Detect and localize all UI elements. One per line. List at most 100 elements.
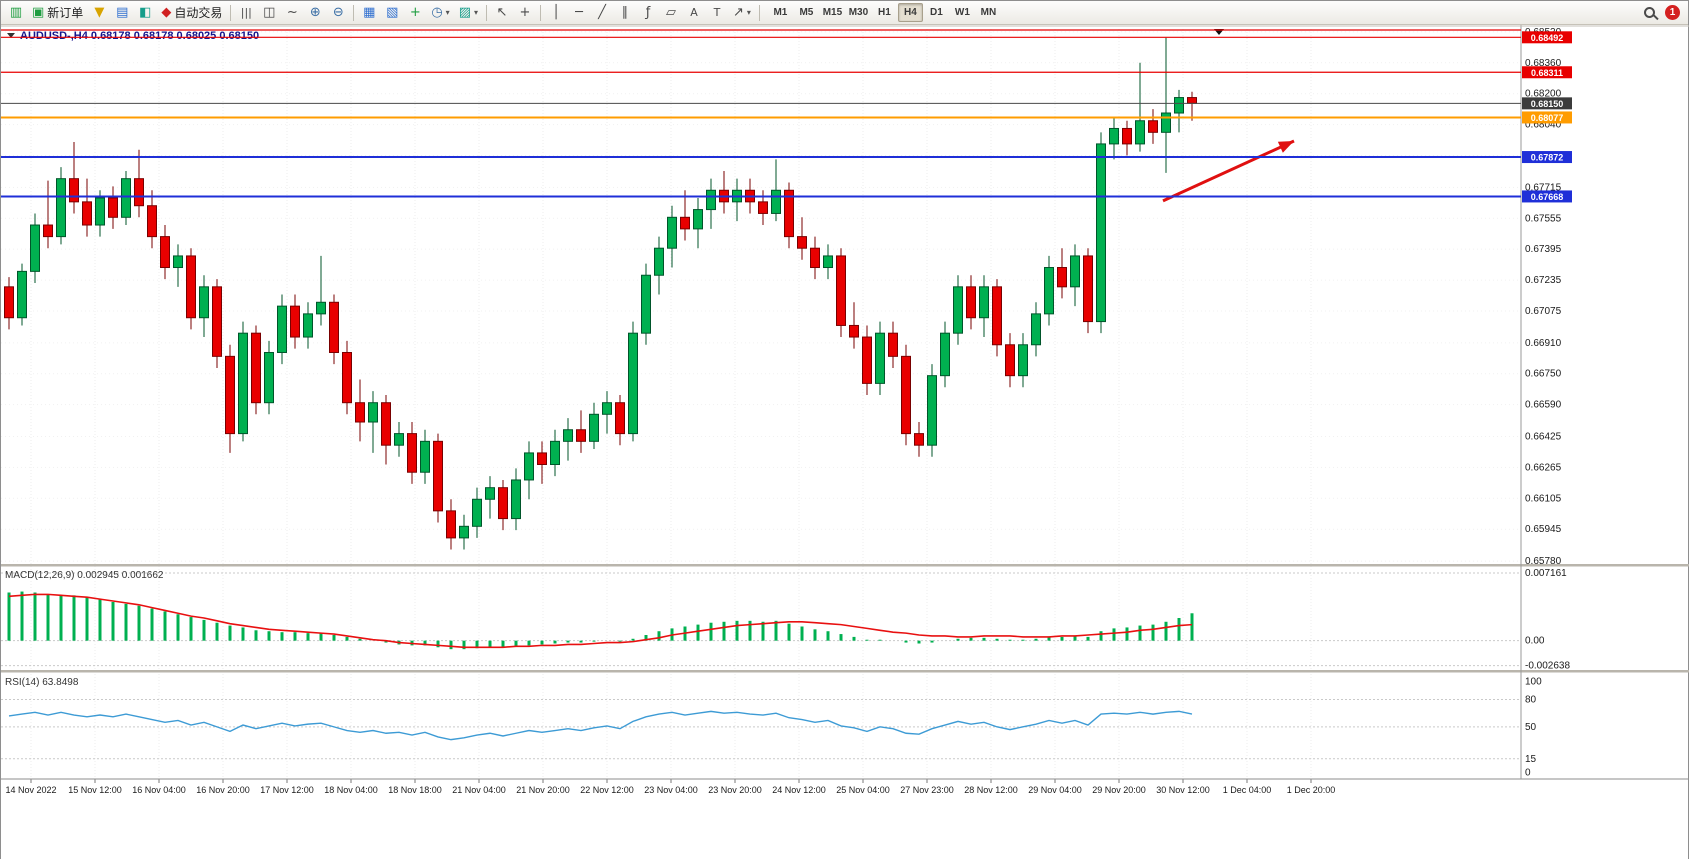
text-tool-button[interactable]: A bbox=[683, 3, 705, 23]
candle bbox=[173, 255, 183, 269]
zoom-in-button[interactable]: ⊕ bbox=[304, 3, 326, 23]
panel-divider[interactable] bbox=[1, 564, 1689, 567]
candle bbox=[303, 313, 313, 338]
arrows-icon: ↗ bbox=[733, 5, 744, 20]
search-button[interactable] bbox=[1638, 3, 1660, 23]
price-axis[interactable]: 0.685200.683600.682000.680400.678800.677… bbox=[1525, 27, 1562, 567]
candle bbox=[433, 440, 443, 512]
cursor-tool-button[interactable]: ↖ bbox=[491, 3, 513, 23]
new-chart-icon: ▥ bbox=[9, 5, 23, 20]
price-badge-label: 0.67668 bbox=[1531, 192, 1564, 202]
time-axis[interactable]: 14 Nov 2022 15 Nov 12:00 16 Nov 04:00 16 No… bbox=[5, 779, 1335, 795]
tf-w1-button[interactable]: W1 bbox=[950, 3, 975, 22]
candle bbox=[1044, 267, 1054, 315]
candle bbox=[1135, 120, 1145, 145]
candlestick-button[interactable]: ◫ bbox=[258, 3, 280, 23]
tile-windows-button[interactable]: ▦ bbox=[358, 3, 380, 23]
candle bbox=[836, 255, 846, 326]
candle bbox=[420, 440, 430, 473]
candle bbox=[875, 332, 885, 384]
vertical-line-button[interactable]: │ bbox=[545, 3, 567, 23]
collapse-triangle-icon[interactable] bbox=[7, 33, 15, 38]
shapes-button[interactable]: ▱ bbox=[660, 3, 682, 23]
chart-canvas[interactable]: AUDUSD-,H4 0.68178 0.68178 0.68025 0.681… bbox=[1, 25, 1689, 859]
candle bbox=[771, 189, 781, 214]
new-order-button[interactable]: ▣ 新订单 bbox=[28, 3, 87, 23]
candle bbox=[134, 178, 144, 207]
new-order-icon: ▣ bbox=[32, 5, 45, 20]
candle bbox=[108, 197, 118, 218]
macd-axis-label: 0.007161 bbox=[1525, 568, 1567, 579]
candle bbox=[446, 510, 456, 539]
crosshair-icon: + bbox=[519, 5, 531, 20]
cascade-windows-button[interactable]: ▧ bbox=[381, 3, 403, 23]
arrows-tool-button[interactable]: ↗ ▾ bbox=[729, 3, 755, 23]
candle bbox=[1005, 344, 1015, 377]
bar-chart-button[interactable]: ||| bbox=[235, 3, 257, 23]
new-chart-button[interactable]: ▥ bbox=[5, 3, 27, 23]
tf-m15-button[interactable]: M15 bbox=[820, 3, 845, 22]
panel-divider[interactable] bbox=[1, 670, 1689, 673]
tf-m5-button[interactable]: M5 bbox=[794, 3, 819, 22]
candle bbox=[797, 236, 807, 249]
candle bbox=[823, 255, 833, 269]
label-tool-button[interactable]: T bbox=[706, 3, 728, 23]
time-axis-label: 15 Nov 12:00 bbox=[68, 785, 122, 795]
price-badge-label: 0.68077 bbox=[1531, 113, 1564, 123]
cursor-icon: ↖ bbox=[496, 5, 508, 20]
price-axis-label: 0.66590 bbox=[1525, 400, 1562, 411]
candle bbox=[680, 216, 690, 230]
candle bbox=[810, 247, 820, 269]
data-window-button[interactable]: ◧ bbox=[134, 3, 156, 23]
profiles-icon: ▼ bbox=[94, 5, 105, 20]
templates-button[interactable]: ▨ ▾ bbox=[455, 3, 482, 23]
time-axis-label: 25 Nov 04:00 bbox=[836, 785, 890, 795]
market-watch-button[interactable]: ▤ bbox=[111, 3, 133, 23]
indicators-button[interactable]: + bbox=[404, 3, 426, 23]
candle bbox=[1187, 97, 1197, 104]
trend-arrow[interactable] bbox=[1162, 139, 1295, 203]
horizontal-line-button[interactable]: ─ bbox=[568, 3, 590, 23]
zoom-out-button[interactable]: ⊖ bbox=[327, 3, 349, 23]
candle bbox=[407, 433, 417, 473]
candle bbox=[524, 452, 534, 481]
chevron-down-icon: ▾ bbox=[473, 8, 478, 17]
candle bbox=[511, 479, 521, 520]
line-chart-button[interactable]: ~ bbox=[281, 3, 303, 23]
fibonacci-button[interactable]: ƒ bbox=[637, 3, 659, 23]
candle bbox=[992, 286, 1002, 346]
periods-button[interactable]: ◷ ▾ bbox=[427, 3, 453, 23]
price-axis-label: 0.67555 bbox=[1525, 213, 1562, 224]
tf-h1-button[interactable]: H1 bbox=[872, 3, 897, 22]
profiles-button[interactable]: ▼ bbox=[88, 3, 110, 23]
auto-trading-icon: ◆ bbox=[161, 5, 172, 20]
tf-d1-button[interactable]: D1 bbox=[924, 3, 949, 22]
macd-axis-label: 0.00 bbox=[1525, 636, 1545, 647]
tf-mn-button[interactable]: MN bbox=[976, 3, 1001, 22]
candle bbox=[940, 332, 950, 377]
auto-trading-label: 自动交易 bbox=[174, 6, 223, 20]
candle bbox=[576, 429, 586, 442]
candle bbox=[69, 178, 79, 203]
candle bbox=[563, 429, 573, 442]
crosshair-tool-button[interactable]: + bbox=[514, 3, 536, 23]
auto-trading-button[interactable]: ◆ 自动交易 bbox=[157, 3, 226, 23]
candle bbox=[82, 201, 92, 226]
chart-title: AUDUSD-,H4 0.68178 0.68178 0.68025 0.681… bbox=[7, 30, 259, 42]
price-badge-label: 0.68311 bbox=[1531, 68, 1563, 78]
cascade-windows-icon: ▧ bbox=[386, 5, 399, 20]
channel-button[interactable]: ∥ bbox=[614, 3, 636, 23]
macd-axis-label: -0.002638 bbox=[1525, 661, 1570, 672]
trendline-button[interactable]: ╱ bbox=[591, 3, 613, 23]
symbol-ohlc-label: AUDUSD-,H4 0.68178 0.68178 0.68025 0.681… bbox=[20, 30, 259, 42]
price-axis-label: 0.66265 bbox=[1525, 462, 1562, 473]
tf-m1-button[interactable]: M1 bbox=[768, 3, 793, 22]
candle bbox=[1031, 313, 1041, 346]
candle bbox=[498, 487, 508, 520]
tf-m30-button[interactable]: M30 bbox=[846, 3, 871, 22]
tf-h4-button[interactable]: H4 bbox=[897, 3, 923, 22]
candle bbox=[316, 301, 326, 315]
candle bbox=[459, 525, 469, 539]
price-axis-label: 0.65780 bbox=[1525, 556, 1562, 567]
notification-badge[interactable]: 1 bbox=[1665, 5, 1680, 20]
